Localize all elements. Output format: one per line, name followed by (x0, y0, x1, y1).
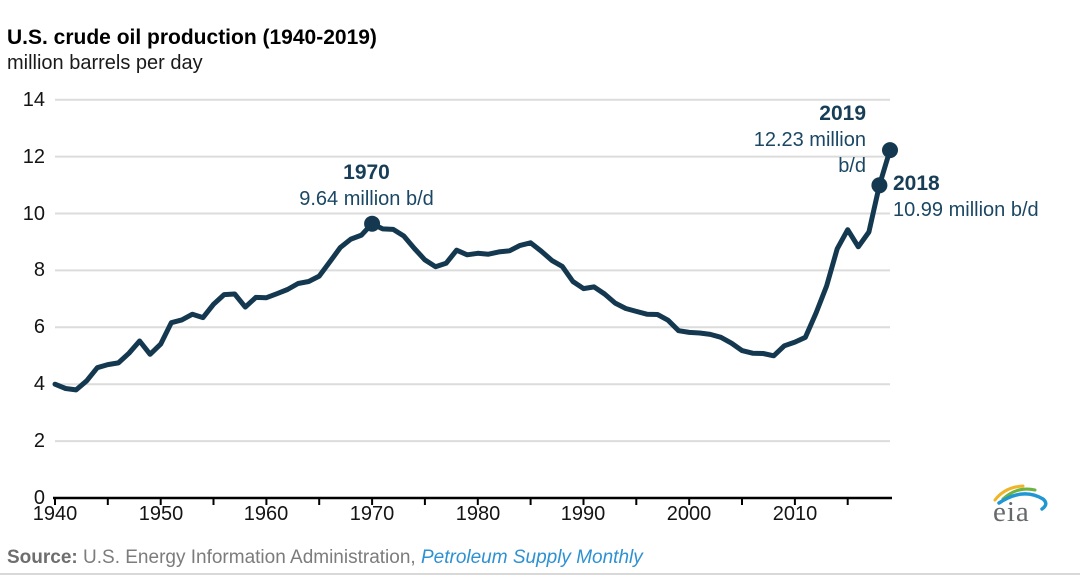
x-axis-tick-label: 1980 (455, 503, 501, 525)
x-axis-tick-label: 1970 (349, 503, 395, 525)
y-axis-tick-label: 12 (22, 146, 45, 168)
chart-title: U.S. crude oil production (1940-2019) (7, 26, 377, 49)
y-axis-tick-label: 14 (22, 89, 45, 111)
eia-logo: eia (985, 483, 1065, 533)
x-axis-tick-label: 2010 (772, 503, 818, 525)
y-axis-tick-label: 10 (22, 203, 45, 225)
y-axis-tick-label: 6 (33, 316, 45, 338)
annotation-2019-year: 2019 (819, 102, 866, 125)
data-point-marker-2018 (871, 177, 888, 194)
bottom-divider (0, 573, 1080, 575)
y-axis-tick-label: 8 (33, 259, 45, 281)
production-line (52, 147, 893, 393)
annotation-1970-year: 1970 (343, 161, 390, 184)
data-point-marker-2019 (882, 142, 898, 159)
eia-logo-text: eia (993, 496, 1030, 528)
annotation-2018: 2018 10.99 million b/d (893, 171, 1039, 223)
annotation-1970-value: 9.64 million b/d (299, 188, 434, 210)
annotation-2019-units: b/d (838, 155, 866, 177)
annotation-2018-value: 10.99 million b/d (893, 199, 1039, 221)
annotation-2019-value: 12.23 million (753, 129, 866, 151)
y-axis-tick-label: 4 (33, 373, 45, 395)
source-line: Source: U.S. Energy Information Administ… (7, 547, 643, 569)
x-axis-tick-label: 2000 (666, 503, 712, 525)
annotation-2019: 2019 12.23 million b/d (754, 101, 866, 179)
y-axis-tick-label: 2 (33, 430, 45, 452)
eia-logo-swoosh-icon (993, 484, 1048, 511)
source-text: U.S. Energy Information Administration, (77, 547, 421, 568)
annotation-1970: 1970 9.64 million b/d (279, 160, 454, 212)
source-link[interactable]: Petroleum Supply Monthly (420, 547, 643, 568)
x-axis-tick-label: 1960 (243, 503, 289, 525)
annotation-2018-year: 2018 (893, 172, 940, 195)
x-axis-tick-label: 1940 (32, 503, 78, 525)
x-axis-tick-label: 1990 (560, 503, 606, 525)
y-axis-tick-label: 0 (33, 487, 45, 509)
source-label: Source: (7, 547, 78, 568)
data-point-marker-1970 (364, 215, 381, 232)
chart-units-subtitle: million barrels per day (7, 52, 203, 74)
x-axis-tick-label: 1950 (138, 503, 184, 525)
